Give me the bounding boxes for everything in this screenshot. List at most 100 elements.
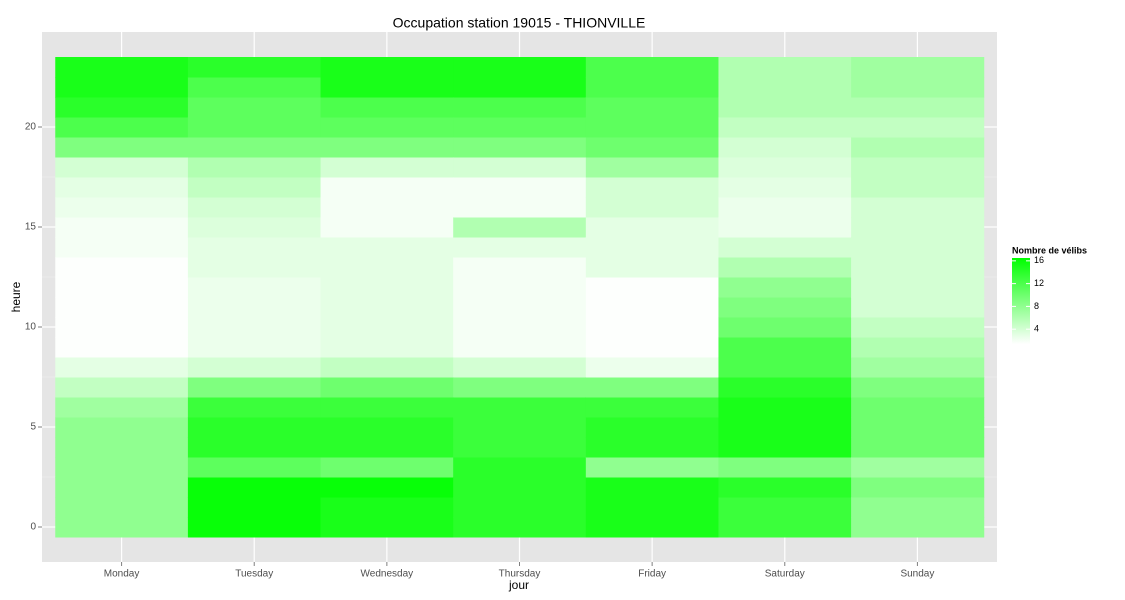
cell [453,97,587,118]
cell [187,277,322,298]
cell [320,497,454,518]
cell [320,177,454,198]
cell [55,137,189,158]
cell [718,57,852,78]
cell [585,197,719,218]
x-tick-label: Tuesday [235,569,273,580]
cell [55,477,189,498]
cell [851,297,985,318]
cell [187,257,322,278]
cell [718,297,852,318]
cell [585,437,719,458]
cell [718,217,852,238]
cell [585,517,719,538]
cell [453,157,587,178]
cell [585,217,719,238]
x-tick-label: Friday [638,569,666,580]
cell [187,97,322,118]
cell [585,237,719,258]
cell [187,77,322,98]
cell [187,477,322,498]
cell [187,297,322,318]
cell [718,117,852,138]
cell [851,117,985,138]
cell [851,497,985,518]
cell [718,177,852,198]
cell [453,457,587,478]
cell [718,97,852,118]
cell [453,197,587,218]
cell [718,137,852,158]
cell [585,57,719,78]
cell [55,337,189,358]
cell [320,157,454,178]
x-tick-label: Wednesday [361,569,414,580]
cell [320,437,454,458]
cell [55,197,189,218]
cell [453,137,587,158]
legend-title: Nombre de vélibs [1012,245,1087,255]
cell [320,377,454,398]
cell [453,477,587,498]
cell [55,437,189,458]
cell [585,397,719,418]
cell [718,77,852,98]
cell [320,317,454,338]
cell [187,217,322,238]
cell [851,357,985,378]
cell [453,257,587,278]
cell [718,517,852,538]
cell [453,317,587,338]
cell [453,117,587,138]
cell [718,497,852,518]
cell [187,157,322,178]
cell [320,477,454,498]
cell [851,277,985,298]
cell [453,277,587,298]
cell [585,77,719,98]
cell [320,257,454,278]
cell [187,237,322,258]
cell [320,277,454,298]
cell [585,417,719,438]
cell [851,257,985,278]
cell [187,137,322,158]
y-tick-label: 15 [25,222,37,233]
cell [585,317,719,338]
cell [453,357,587,378]
cell [851,477,985,498]
cell [585,477,719,498]
colorbar-tick-label: 16 [1034,255,1044,265]
cell [851,57,985,78]
x-tick-label: Thursday [499,569,541,580]
cell [453,237,587,258]
cell [320,457,454,478]
cell [453,177,587,198]
colorbar-tick-label: 4 [1034,324,1039,334]
cell [718,477,852,498]
cell [55,277,189,298]
cell [187,57,322,78]
cell [187,497,322,518]
cell [453,77,587,98]
cell [453,297,587,318]
cell [320,357,454,378]
colorbar-tick-label: 8 [1034,301,1039,311]
cell [320,197,454,218]
x-axis-title: jour [508,578,529,592]
cell [320,137,454,158]
cell [55,517,189,538]
cell [320,77,454,98]
cell [320,417,454,438]
y-tick-label: 10 [25,322,37,333]
colorbar-tick-label: 12 [1034,278,1044,288]
cell [585,377,719,398]
cell [585,277,719,298]
cell [718,357,852,378]
y-tick-label: 0 [30,522,36,533]
cell [187,117,322,138]
cell [851,457,985,478]
cell [55,217,189,238]
cell [718,197,852,218]
x-tick-label: Monday [104,569,140,580]
